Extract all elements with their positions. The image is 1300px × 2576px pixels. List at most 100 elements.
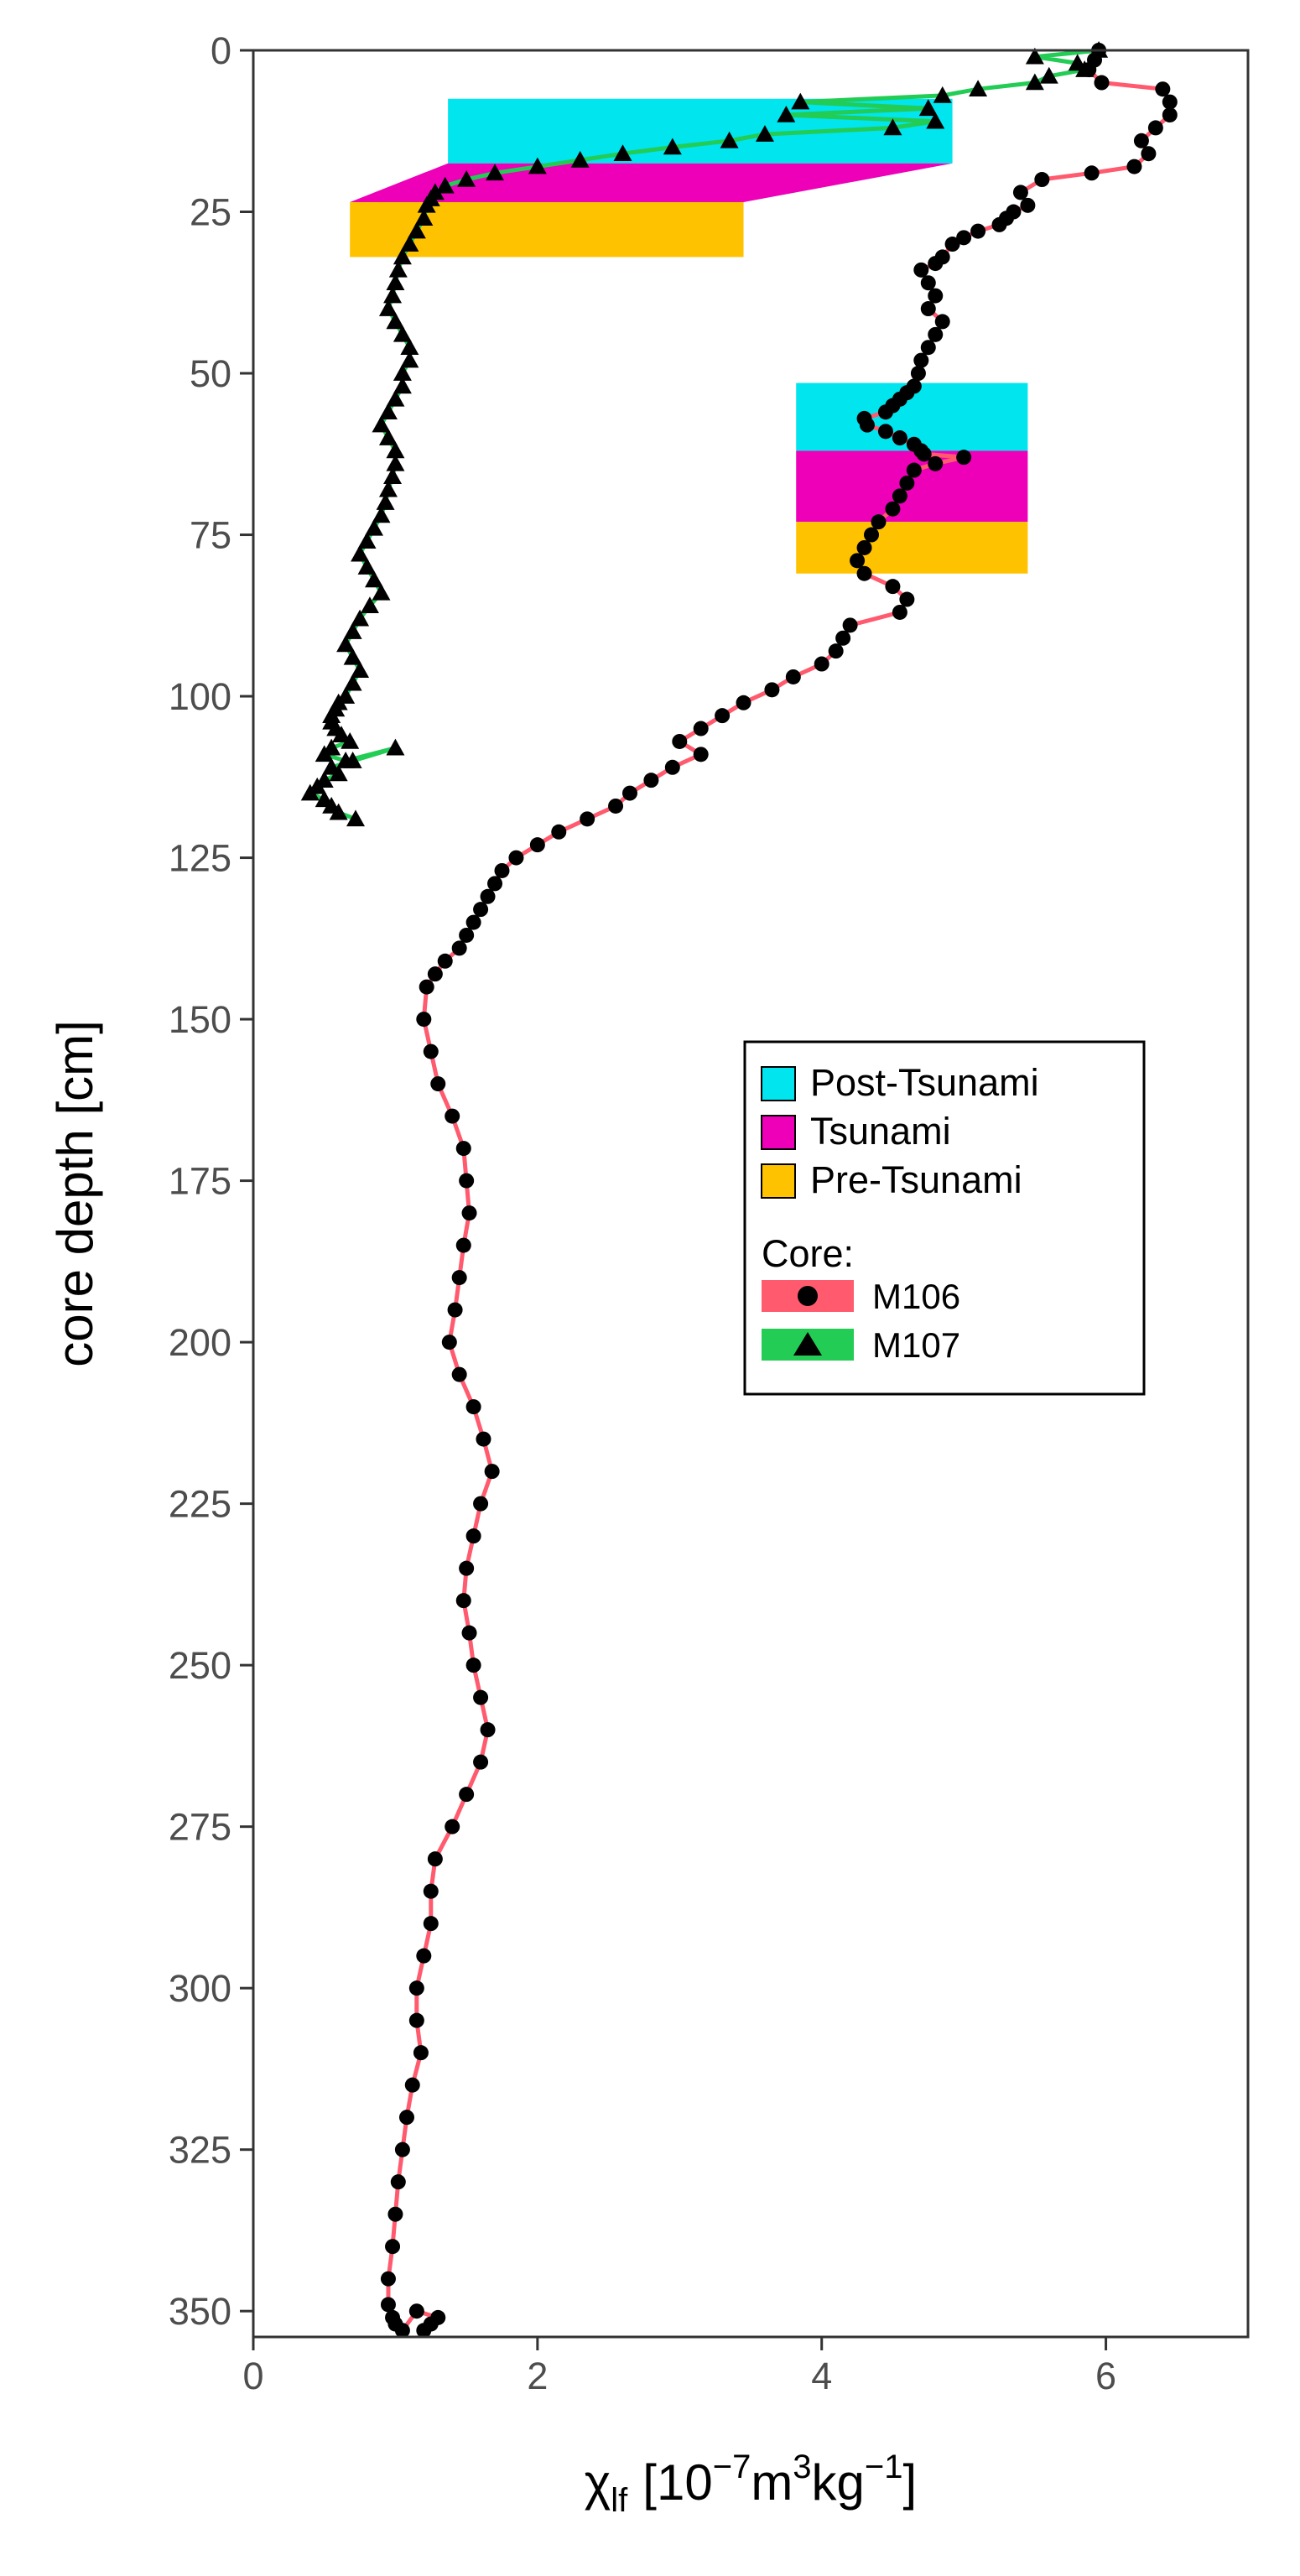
x-tick-label: 2 — [527, 2355, 548, 2397]
point-m107 — [393, 377, 412, 394]
point-m106 — [416, 1948, 432, 1964]
point-m107 — [435, 176, 455, 194]
legend-key-m106-marker — [798, 1286, 818, 1306]
phase-bands — [350, 98, 1028, 574]
legend-label-pre-tsunami: Pre-Tsunami — [810, 1158, 1022, 1201]
point-m106 — [928, 256, 944, 272]
point-m106 — [459, 1173, 475, 1189]
point-m106 — [785, 669, 801, 684]
y-tick-label: 75 — [190, 514, 231, 557]
point-m107 — [383, 467, 403, 485]
point-m106 — [693, 747, 709, 762]
point-m107 — [528, 157, 547, 174]
point-m106 — [736, 695, 751, 710]
x-axis-label-subscript: lf — [611, 2482, 628, 2519]
point-m106 — [856, 565, 872, 581]
point-m106 — [1094, 75, 1110, 91]
point-m107 — [372, 415, 391, 433]
point-m106 — [916, 446, 932, 462]
point-m106 — [459, 927, 475, 943]
point-m106 — [413, 2045, 429, 2061]
point-m106 — [664, 759, 680, 775]
point-m107 — [365, 570, 384, 588]
point-m107 — [755, 125, 774, 142]
point-m107 — [1075, 60, 1095, 77]
point-m106 — [408, 1980, 424, 1996]
point-m106 — [828, 643, 844, 659]
point-m107 — [343, 622, 362, 639]
point-m106 — [447, 1302, 463, 1318]
legend-core-title: Core: — [762, 1232, 854, 1275]
point-m106 — [427, 966, 443, 982]
point-m106 — [1141, 146, 1157, 162]
point-m107 — [383, 286, 403, 304]
point-m107 — [351, 544, 370, 562]
point-m106 — [465, 1528, 481, 1544]
point-m106 — [1162, 94, 1178, 110]
y-axis-label: core depth [cm] — [47, 1020, 103, 1367]
point-m107 — [386, 312, 405, 330]
point-m107 — [351, 609, 370, 627]
point-m107 — [1025, 47, 1044, 65]
point-m106 — [934, 314, 950, 330]
point-m107 — [417, 195, 436, 213]
point-m107 — [357, 532, 377, 549]
point-m106 — [1084, 165, 1100, 181]
legend-key-pre-tsunami — [761, 1163, 796, 1199]
y-tick-label: 125 — [169, 837, 231, 880]
point-m107 — [346, 809, 365, 827]
point-m106 — [487, 876, 503, 892]
y-axis-ticks: 0 25 50 75 100 125 150 175 200 225 250 275 300 325 350 — [169, 29, 253, 2333]
point-m106 — [693, 721, 709, 736]
point-m106 — [877, 404, 893, 420]
point-m107 — [315, 745, 334, 762]
point-m106 — [416, 2323, 432, 2339]
point-m106 — [991, 216, 1007, 232]
x-axis-label-unit1-exp: 3 — [793, 2449, 811, 2485]
point-m106 — [956, 230, 972, 246]
point-m107 — [329, 803, 348, 820]
point-m107 — [393, 325, 412, 342]
point-m106 — [864, 527, 880, 543]
x-tick-label: 6 — [1095, 2355, 1116, 2397]
point-m106 — [877, 424, 893, 440]
legend-key-m107-marker — [793, 1332, 822, 1356]
point-m106 — [1034, 172, 1050, 188]
point-m106 — [465, 1657, 481, 1673]
band-m106-pre-tsunami — [796, 522, 1028, 574]
point-m107 — [400, 235, 419, 252]
point-m106 — [473, 1496, 489, 1512]
point-m107 — [341, 731, 360, 749]
point-m106 — [451, 1270, 467, 1286]
point-m106 — [835, 630, 851, 646]
point-m106 — [408, 2303, 424, 2319]
point-m106 — [1155, 81, 1171, 97]
point-m107 — [372, 506, 391, 523]
point-m107 — [351, 661, 370, 679]
point-m106 — [850, 553, 866, 569]
point-m106 — [608, 798, 624, 814]
point-m107 — [400, 338, 419, 356]
legend-label-m107: M107 — [872, 1325, 960, 1365]
point-m107 — [926, 112, 945, 129]
point-m106 — [913, 262, 929, 278]
x-axis-label-bracket-open: [ — [642, 2454, 657, 2511]
point-m106 — [459, 1560, 475, 1576]
point-m106 — [430, 1076, 446, 1092]
point-m107 — [791, 92, 810, 110]
point-m106 — [455, 1593, 471, 1609]
point-m106 — [910, 366, 926, 382]
point-m107 — [343, 648, 362, 665]
point-m107 — [378, 403, 398, 420]
y-tick-label: 250 — [169, 1644, 231, 1687]
point-m106 — [394, 2323, 410, 2339]
point-m106 — [476, 1431, 491, 1447]
point-m106 — [856, 539, 872, 555]
legend-label-m106: M106 — [872, 1277, 960, 1316]
point-m106 — [672, 733, 688, 749]
y-tick-label: 100 — [169, 675, 231, 718]
point-m107 — [386, 389, 405, 407]
band-m107-post-tsunami — [448, 98, 953, 164]
point-m106 — [451, 940, 467, 956]
point-m106 — [423, 1883, 439, 1899]
